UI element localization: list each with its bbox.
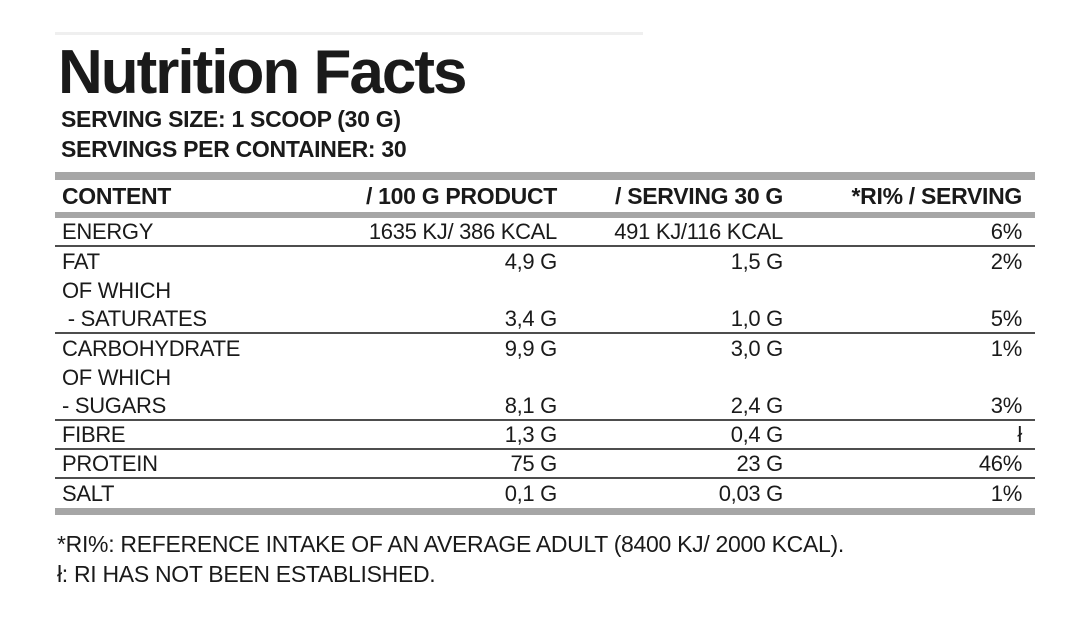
table-row: - SATURATES 3,4 G 1,0 G 5% [55, 305, 1035, 334]
row-nutrient-name: ENERGY [62, 218, 154, 244]
table-top-bar [55, 172, 1035, 180]
table-row: OF WHICH [55, 363, 1035, 392]
row-nutrient-name: OF WHICH [62, 277, 171, 303]
row-per-serving-value: 0,4 G [730, 421, 784, 447]
table-body: ENERGY 1635 KJ/ 386 KCAL 491 KJ/116 KCAL… [55, 218, 1035, 508]
footnote-ri-not-established: ł: RI HAS NOT BEEN ESTABLISHED. [57, 561, 436, 587]
row-ri-percent-value: 2% [990, 248, 1023, 274]
row-per-100g-value: 9,9 G [504, 335, 558, 361]
table-row: FAT 4,9 G 1,5 G 2% [55, 247, 1035, 276]
table-bottom-bar [55, 508, 1035, 515]
row-ri-percent-value: 1% [990, 480, 1023, 506]
servings-per-container-text: SERVINGS PER CONTAINER: 30 [61, 136, 407, 162]
table-row: PROTEIN 75 G 23 G 46% [55, 450, 1035, 479]
row-per-100g-value: 4,9 G [504, 248, 558, 274]
row-nutrient-name: FIBRE [62, 421, 126, 447]
column-header-ri-percent: *RI% / SERVING [851, 182, 1023, 209]
serving-size-text: SERVING SIZE: 1 SCOOP (30 G) [61, 106, 401, 132]
row-nutrient-name: - SUGARS [62, 392, 166, 418]
row-ri-percent-value: 5% [990, 305, 1023, 331]
table-row: FIBRE 1,3 G 0,4 G ł [55, 421, 1035, 450]
column-header-per-100g: / 100 G PRODUCT [365, 182, 557, 209]
row-nutrient-name: SALT [62, 480, 115, 506]
row-ri-percent-value: 1% [990, 335, 1023, 361]
row-per-serving-value: 0,03 G [718, 480, 784, 506]
page-title: Nutrition Facts [58, 38, 467, 107]
table-header-row: CONTENT / 100 G PRODUCT / SERVING 30 G *… [55, 180, 1035, 212]
row-per-100g-value: 75 G [510, 450, 558, 476]
table-header-divider-bar [55, 212, 1035, 218]
row-per-serving-value: 1,0 G [730, 305, 784, 331]
nutrition-table: CONTENT / 100 G PRODUCT / SERVING 30 G *… [55, 172, 1035, 515]
table-row: OF WHICH [55, 276, 1035, 305]
row-ri-percent-value: 3% [990, 392, 1023, 418]
footnote-reference-intake: *RI%: REFERENCE INTAKE OF AN AVERAGE ADU… [57, 531, 844, 557]
row-nutrient-name: PROTEIN [62, 450, 158, 476]
table-row: ENERGY 1635 KJ/ 386 KCAL 491 KJ/116 KCAL… [55, 218, 1035, 247]
row-nutrient-name: CARBOHYDRATE [62, 335, 241, 361]
row-nutrient-name: FAT [62, 248, 100, 274]
decorative-top-line [55, 32, 643, 35]
column-header-content: CONTENT [62, 182, 172, 209]
row-ri-percent-value: ł [1017, 421, 1022, 447]
row-per-100g-value: 0,1 G [504, 480, 558, 506]
table-row: CARBOHYDRATE 9,9 G 3,0 G 1% [55, 334, 1035, 363]
row-per-serving-value: 491 KJ/116 KCAL [614, 218, 783, 244]
row-per-100g-value: 3,4 G [504, 305, 558, 331]
row-nutrient-name: - SATURATES [62, 305, 207, 331]
row-ri-percent-value: 46% [978, 450, 1022, 476]
row-per-100g-value: 1,3 G [504, 421, 558, 447]
row-per-serving-value: 3,0 G [730, 335, 784, 361]
table-row: SALT 0,1 G 0,03 G 1% [55, 479, 1035, 508]
row-per-serving-value: 2,4 G [730, 392, 784, 418]
table-row: - SUGARS 8,1 G 2,4 G 3% [55, 392, 1035, 421]
row-nutrient-name: OF WHICH [62, 364, 171, 390]
row-ri-percent-value: 6% [990, 218, 1023, 244]
row-per-100g-value: 8,1 G [504, 392, 558, 418]
column-header-per-serving: / SERVING 30 G [615, 182, 783, 209]
row-per-100g-value: 1635 KJ/ 386 KCAL [368, 218, 557, 244]
row-per-serving-value: 23 G [736, 450, 784, 476]
row-per-serving-value: 1,5 G [730, 248, 784, 274]
